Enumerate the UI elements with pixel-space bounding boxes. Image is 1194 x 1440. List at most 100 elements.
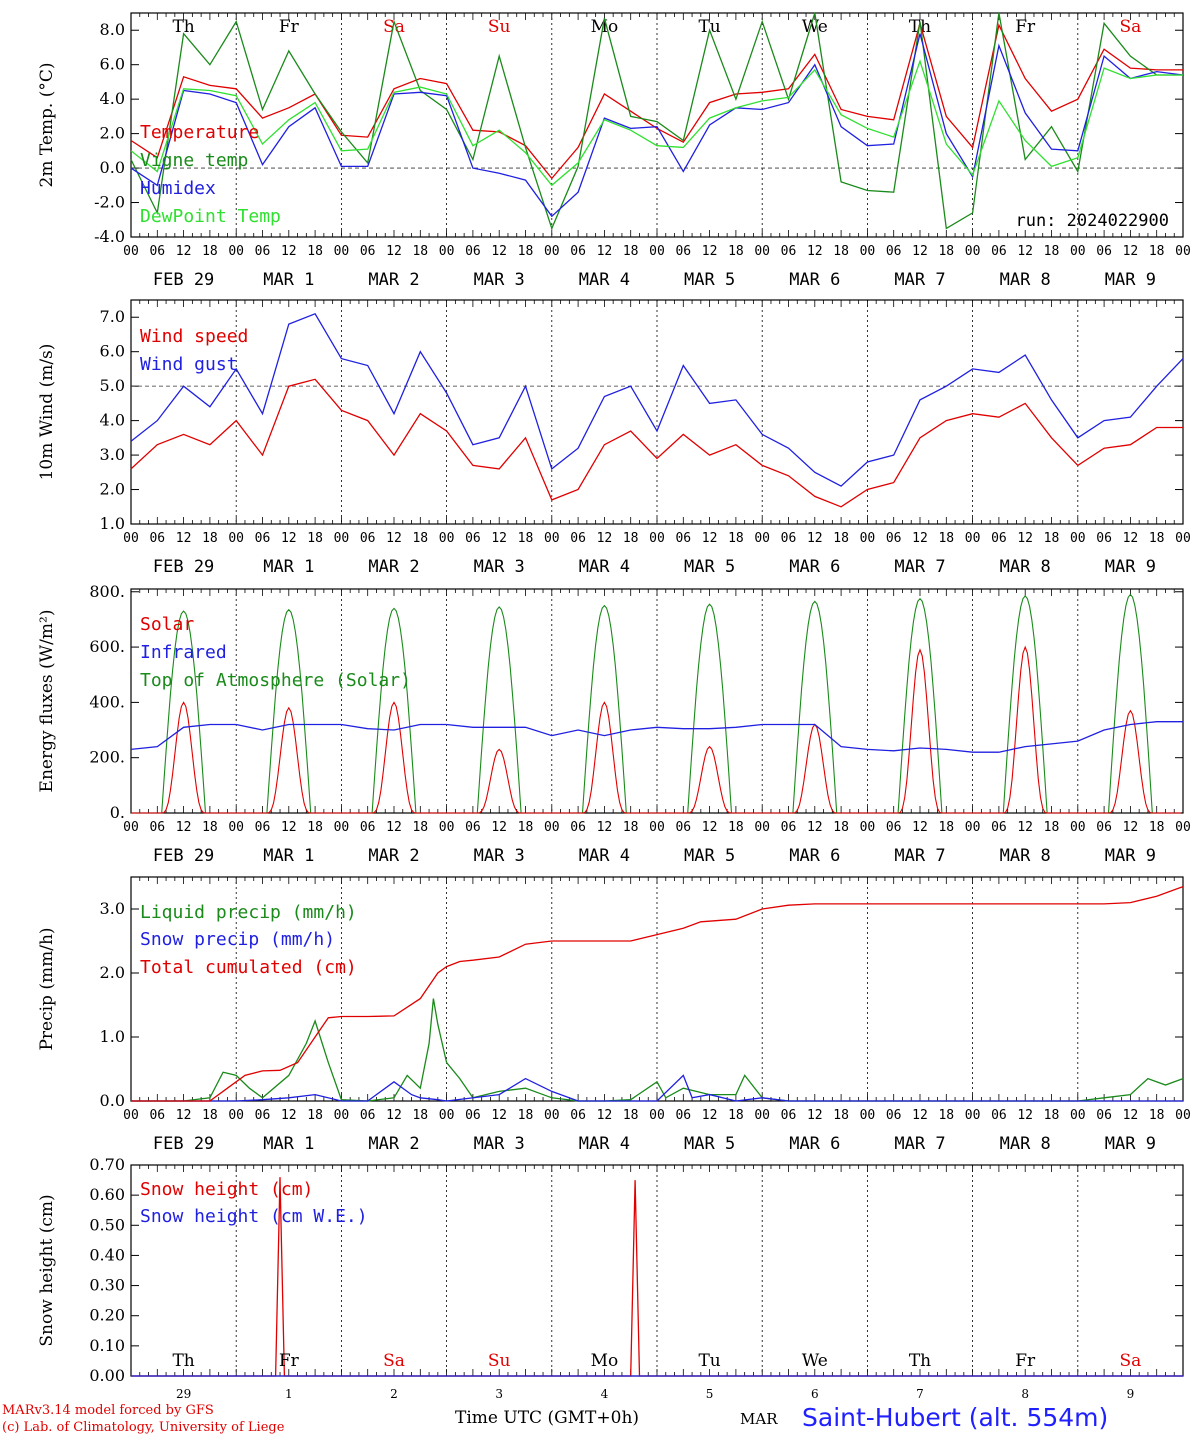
- bottom-day-name: Sa: [1120, 1351, 1142, 1371]
- date-label: MAR 1: [263, 270, 314, 290]
- bottom-day-number: 2: [390, 1387, 398, 1401]
- y-tick-label: 0.70: [89, 1155, 125, 1174]
- date-label: MAR 8: [1000, 557, 1051, 577]
- hour-tick-label: 06: [991, 531, 1007, 546]
- y-tick-label: 0.40: [89, 1245, 125, 1264]
- date-label: MAR 4: [579, 270, 630, 290]
- hour-tick-label: 18: [1044, 531, 1060, 546]
- hour-tick-label: 12: [702, 820, 718, 835]
- date-label: MAR 1: [263, 1134, 314, 1154]
- bottom-day-number: 8: [1021, 1387, 1029, 1401]
- hour-tick-label: 12: [1123, 531, 1139, 546]
- date-label: MAR 7: [894, 270, 945, 290]
- y-tick-label: 0.30: [89, 1276, 125, 1295]
- hour-tick-label: 06: [149, 1108, 165, 1123]
- hour-tick-label: 06: [781, 820, 797, 835]
- hour-tick-label: 12: [912, 820, 928, 835]
- date-label: FEB 29: [153, 270, 214, 290]
- hour-tick-label: 18: [307, 531, 323, 546]
- hour-tick-label: 12: [491, 244, 507, 259]
- hour-tick-label: 06: [1096, 244, 1112, 259]
- hour-tick-label: 06: [360, 531, 376, 546]
- hour-tick-label: 18: [1149, 1108, 1165, 1123]
- hour-tick-label: 06: [570, 244, 586, 259]
- date-label: MAR 7: [894, 557, 945, 577]
- day-name-label: Th: [172, 17, 194, 37]
- hour-tick-label: 00: [965, 244, 981, 259]
- day-name-label: Mo: [591, 17, 619, 37]
- date-label: MAR 6: [789, 270, 840, 290]
- hour-tick-label: 00: [1070, 1108, 1086, 1123]
- hour-tick-label: 18: [412, 820, 428, 835]
- hour-tick-label: 12: [1123, 1108, 1139, 1123]
- date-label: FEB 29: [153, 846, 214, 866]
- date-label: MAR 3: [474, 846, 525, 866]
- date-label: MAR 9: [1105, 270, 1156, 290]
- date-label: MAR 1: [263, 557, 314, 577]
- date-label: MAR 4: [579, 846, 630, 866]
- bottom-day-name: Fr: [279, 1351, 300, 1371]
- date-label: MAR 5: [684, 557, 735, 577]
- y-tick-label: 2.0: [100, 963, 125, 982]
- hour-tick-label: 18: [938, 244, 954, 259]
- series-line-wind-speed: [130, 378, 1183, 508]
- hour-tick-label: 06: [991, 244, 1007, 259]
- hour-tick-label: 18: [1149, 820, 1165, 835]
- date-label: MAR 4: [579, 557, 630, 577]
- hour-tick-label: 06: [886, 820, 902, 835]
- day-name-label: Su: [488, 17, 511, 37]
- hour-tick-label: 06: [255, 1108, 271, 1123]
- hour-tick-label: 18: [728, 244, 744, 259]
- hour-tick-label: 18: [728, 1108, 744, 1123]
- hour-tick-label: 06: [255, 531, 271, 546]
- hour-tick-label: 00: [123, 1108, 139, 1123]
- series-line-infrared: [130, 721, 1183, 753]
- y-tick-label: 7.0: [100, 307, 125, 326]
- hour-tick-label: 00: [439, 1108, 455, 1123]
- date-label: MAR 2: [368, 1134, 419, 1154]
- day-name-label: Fr: [1015, 17, 1036, 37]
- hour-tick-label: 12: [176, 244, 192, 259]
- hour-tick-label: 00: [754, 531, 770, 546]
- run-annotation: run: 2024022900: [1015, 211, 1169, 231]
- hour-tick-label: 06: [570, 531, 586, 546]
- bottom-day-name: Sa: [383, 1351, 405, 1371]
- bottom-day-name: Su: [488, 1351, 511, 1371]
- date-label: MAR 3: [474, 270, 525, 290]
- hour-tick-label: 18: [833, 1108, 849, 1123]
- y-tick-label: 0.: [110, 803, 125, 822]
- y-tick-label: 0.0: [100, 158, 125, 177]
- y-tick-label: 1.0: [100, 1027, 125, 1046]
- hour-tick-label: 12: [597, 244, 613, 259]
- y-tick-label: 0.20: [89, 1306, 125, 1325]
- date-label: MAR 2: [368, 557, 419, 577]
- y-tick-label: 0.10: [89, 1336, 125, 1355]
- hour-tick-label: 12: [491, 1108, 507, 1123]
- y-tick-label: 6.0: [100, 342, 125, 361]
- date-label: MAR 7: [894, 1134, 945, 1154]
- hour-tick-label: 00: [965, 1108, 981, 1123]
- hour-tick-label: 18: [518, 1108, 534, 1123]
- hour-tick-label: 06: [255, 244, 271, 259]
- hour-tick-label: 18: [307, 820, 323, 835]
- hour-tick-label: 00: [228, 820, 244, 835]
- hour-tick-label: 18: [833, 244, 849, 259]
- hour-tick-label: 18: [938, 531, 954, 546]
- date-label: MAR 8: [1000, 846, 1051, 866]
- hour-tick-label: 18: [938, 1108, 954, 1123]
- y-axis-label: Precip (mm/h): [37, 927, 57, 1050]
- hour-tick-label: 00: [649, 820, 665, 835]
- hour-tick-label: 06: [465, 1108, 481, 1123]
- y-tick-label: 5.0: [100, 376, 125, 395]
- legend-entry: Solar: [140, 614, 194, 635]
- hour-tick-label: 18: [623, 1108, 639, 1123]
- series-line-solar: [131, 645, 1181, 814]
- hour-tick-label: 00: [649, 1108, 665, 1123]
- hour-tick-label: 18: [1044, 1108, 1060, 1123]
- bottom-day-number: 5: [706, 1387, 714, 1401]
- hour-tick-label: 00: [544, 531, 560, 546]
- hour-tick-label: 00: [1175, 1108, 1191, 1123]
- hour-tick-label: 06: [886, 531, 902, 546]
- hour-tick-label: 06: [465, 820, 481, 835]
- hour-tick-label: 18: [938, 820, 954, 835]
